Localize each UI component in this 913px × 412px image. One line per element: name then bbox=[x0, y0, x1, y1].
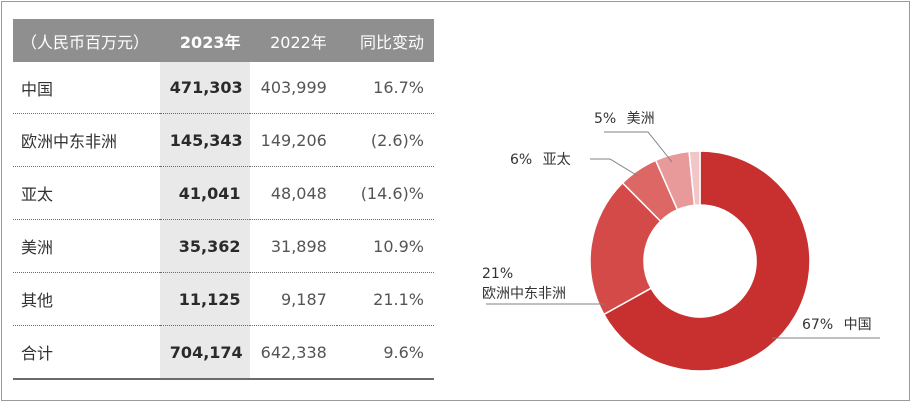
row-value-2022: 48,048 bbox=[250, 166, 337, 220]
label-americas: 5% 美洲 bbox=[594, 111, 655, 127]
row-value-2022: 403,999 bbox=[250, 62, 337, 114]
donut-slice-china bbox=[602, 150, 811, 372]
row-yoy-change: 21.1% bbox=[336, 272, 434, 326]
row-yoy-change: (14.6)% bbox=[336, 166, 434, 220]
table-row-americas: 美洲 35,362 31,898 10.9% bbox=[13, 219, 434, 273]
donut-slice-other bbox=[688, 150, 701, 207]
donut-slice-emea bbox=[589, 181, 662, 316]
row-region: 其他 bbox=[13, 272, 160, 326]
label-americas-name: 美洲 bbox=[627, 111, 655, 127]
table-row-china: 中国 471,303 403,999 16.7% bbox=[13, 62, 434, 114]
header-unit: （人民币百万元） bbox=[13, 19, 160, 62]
label-americas-pct: 5% bbox=[594, 111, 616, 127]
label-apac: 6% 亚太 bbox=[510, 152, 571, 168]
header-yoy-change: 同比变动 bbox=[336, 19, 434, 62]
row-value-2023: 145,343 bbox=[159, 113, 251, 167]
leader-line-americas bbox=[604, 131, 673, 163]
row-value-2023: 41,041 bbox=[159, 166, 251, 220]
row-value-2022: 149,206 bbox=[250, 113, 337, 167]
row-yoy-change: 16.7% bbox=[336, 62, 434, 114]
revenue-share-donut-chart: 5% 美洲 6% 亚太 21% 欧洲中东非洲 67% 中国 bbox=[482, 111, 880, 372]
donut-labels: 5% 美洲 6% 亚太 21% 欧洲中东非洲 67% 中国 bbox=[482, 111, 872, 333]
row-region: 欧洲中东非洲 bbox=[13, 113, 160, 167]
header-2022: 2022年 bbox=[250, 19, 337, 62]
donut-slices bbox=[589, 150, 811, 372]
figure-frame: （人民币百万元） 2023年 2022年 同比变动 中国 471,303 403… bbox=[1, 1, 910, 401]
label-emea-pct: 21% bbox=[482, 266, 513, 282]
table-row-apac: 亚太 41,041 48,048 (14.6)% bbox=[13, 166, 434, 220]
row-yoy-change: 10.9% bbox=[336, 219, 434, 273]
row-value-2023: 35,362 bbox=[159, 219, 251, 273]
leader-line-apac bbox=[590, 158, 639, 177]
header-2023: 2023年 bbox=[159, 19, 251, 62]
row-value-2023: 471,303 bbox=[159, 62, 251, 114]
row-region: 合计 bbox=[13, 325, 160, 380]
revenue-by-region-table: （人民币百万元） 2023年 2022年 同比变动 中国 471,303 403… bbox=[13, 19, 434, 380]
label-apac-name: 亚太 bbox=[543, 152, 571, 168]
label-china-pct: 67% bbox=[802, 317, 833, 333]
row-value-2022: 31,898 bbox=[250, 219, 337, 273]
row-value-2022: 642,338 bbox=[250, 325, 337, 380]
table-row-total: 合计 704,174 642,338 9.6% bbox=[13, 325, 434, 380]
row-yoy-change: (2.6)% bbox=[336, 113, 434, 167]
label-apac-pct: 6% bbox=[510, 152, 532, 168]
label-china: 67% 中国 bbox=[802, 317, 872, 333]
row-region: 中国 bbox=[13, 62, 160, 114]
row-value-2023: 11,125 bbox=[159, 272, 251, 326]
donut-leader-lines bbox=[486, 131, 880, 339]
label-china-name: 中国 bbox=[844, 317, 872, 333]
label-emea-name: 欧洲中东非洲 bbox=[482, 286, 566, 302]
row-value-2023: 704,174 bbox=[159, 325, 251, 380]
row-region: 亚太 bbox=[13, 166, 160, 220]
row-yoy-change: 9.6% bbox=[336, 325, 434, 380]
row-value-2022: 9,187 bbox=[250, 272, 337, 326]
table-row-other: 其他 11,125 9,187 21.1% bbox=[13, 272, 434, 326]
table-row-emea: 欧洲中东非洲 145,343 149,206 (2.6)% bbox=[13, 113, 434, 167]
row-region: 美洲 bbox=[13, 219, 160, 273]
table-header-row: （人民币百万元） 2023年 2022年 同比变动 bbox=[13, 19, 434, 62]
